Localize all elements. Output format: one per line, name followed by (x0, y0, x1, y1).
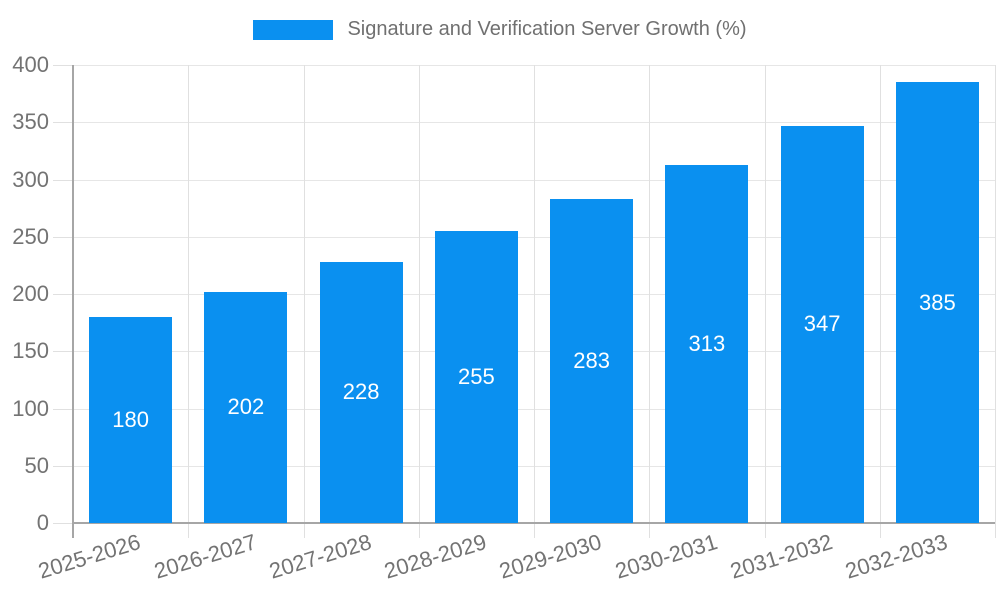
x-axis-label: 2028-2029 (381, 529, 490, 584)
bar[interactable] (434, 231, 518, 523)
x-gridline (303, 65, 305, 538)
y-axis-label: 200 (12, 281, 49, 306)
x-axis-label: 2026-2027 (150, 529, 259, 584)
bar[interactable] (895, 82, 979, 523)
x-axis-label: 2027-2028 (266, 529, 375, 584)
y-axis-label: 250 (12, 223, 49, 249)
y-axis-tick (53, 236, 73, 238)
y-axis-tick (53, 65, 73, 66)
x-axis-line (73, 522, 995, 524)
bar[interactable] (665, 164, 749, 523)
y-axis-tick (53, 122, 73, 124)
bar[interactable] (204, 291, 288, 523)
x-axis-label: 2029-2030 (496, 529, 605, 584)
bar[interactable] (550, 198, 634, 523)
x-axis-label: 2031-2032 (727, 529, 836, 584)
y-axis-line (72, 65, 74, 538)
legend-label: Signature and Verification Server Growth… (347, 18, 747, 40)
x-gridline (879, 65, 881, 538)
y-axis-label: 100 (12, 395, 49, 421)
x-gridline (418, 65, 420, 538)
y-axis-tick (53, 465, 73, 467)
y-axis-tick (53, 294, 73, 295)
y-axis-tick (53, 408, 73, 410)
bar[interactable] (319, 261, 403, 523)
bar[interactable] (780, 125, 864, 523)
bar[interactable] (89, 316, 173, 523)
y-axis-tick (53, 179, 73, 181)
x-axis-label: 2032-2033 (842, 529, 951, 584)
x-gridline (188, 65, 190, 538)
x-gridline (995, 65, 996, 538)
y-axis-label: 0 (36, 510, 49, 535)
y-axis-label: 400 (12, 52, 49, 77)
y-axis-label: 150 (12, 338, 49, 364)
x-gridline (649, 65, 651, 538)
legend[interactable]: Signature and Verification Server Growth… (0, 18, 1000, 41)
y-axis-tick (53, 351, 73, 353)
y-axis-tick (53, 523, 73, 524)
x-gridline (534, 65, 535, 538)
plot-area: 0 50 100 150 200 250 300 350 400 180 2025-2026 202 2… (12, 54, 996, 584)
x-axis-label: 2025-2026 (35, 529, 144, 584)
y-axis-label: 350 (12, 109, 49, 135)
x-axis-label: 2030-2031 (611, 529, 720, 584)
legend-swatch (253, 19, 334, 40)
y-axis-label: 300 (12, 166, 49, 192)
x-gridline (764, 65, 766, 538)
y-axis-label: 50 (24, 452, 49, 478)
